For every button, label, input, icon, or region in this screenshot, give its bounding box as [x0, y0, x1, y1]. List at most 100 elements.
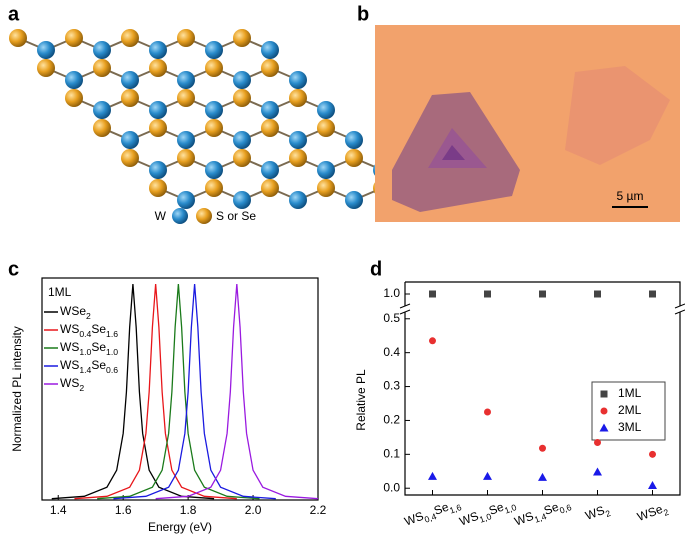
atom-w — [233, 71, 251, 89]
marker — [483, 471, 492, 480]
atom-w — [233, 131, 251, 149]
marker — [538, 472, 547, 481]
atom-w — [149, 161, 167, 179]
atom-s — [93, 59, 111, 77]
legend-w-atom — [172, 208, 188, 224]
y-tick-label: 0.3 — [383, 379, 400, 393]
atom-w — [317, 101, 335, 119]
panel-label: d — [370, 258, 382, 280]
flake-bilayer — [428, 128, 487, 168]
atom-w — [289, 131, 307, 149]
atom-w — [261, 161, 279, 179]
atom-s — [205, 179, 223, 197]
marker — [484, 408, 491, 416]
atom-s — [345, 149, 363, 167]
pl-curve — [74, 283, 237, 500]
atom-s — [149, 119, 167, 137]
atom-w — [205, 101, 223, 119]
atom-w — [261, 41, 279, 59]
marker — [429, 290, 436, 298]
x-tick-label: 2.0 — [245, 503, 262, 517]
atom-w — [177, 191, 195, 209]
atom-w — [233, 191, 251, 209]
y-axis-label: Relative PL — [354, 369, 368, 431]
atom-s — [233, 89, 251, 107]
panel-label: b — [357, 3, 369, 25]
atom-s — [121, 149, 139, 167]
marker — [649, 450, 656, 458]
atom-w — [93, 41, 111, 59]
pl-curve — [155, 283, 319, 500]
legend-label: WSe2 — [60, 304, 91, 321]
legend-label: WS1.4Se0.6 — [60, 358, 118, 375]
atom-w — [289, 71, 307, 89]
atom-w — [289, 191, 307, 209]
marker — [593, 467, 602, 476]
y-tick-label: 0.1 — [383, 447, 400, 461]
axis-break — [399, 309, 411, 315]
panel-label: c — [8, 258, 19, 280]
atom-s — [317, 179, 335, 197]
y-axis-label: Normalized PL intensity — [10, 326, 24, 452]
x-tick-label: 1.4 — [50, 503, 67, 517]
atom-s — [205, 59, 223, 77]
flake-trilayer — [442, 145, 465, 160]
atom-s — [121, 29, 139, 47]
marker — [649, 290, 656, 298]
atom-s — [9, 29, 27, 47]
atom-s — [289, 89, 307, 107]
atom-w — [205, 41, 223, 59]
marker — [594, 290, 601, 298]
atom-s — [93, 119, 111, 137]
atom-w — [121, 71, 139, 89]
scale-bar-label: 5 µm — [617, 189, 644, 203]
atom-s — [317, 119, 335, 137]
atom-s — [121, 89, 139, 107]
legend-label: S or Se — [216, 209, 256, 223]
legend-label: WS2 — [60, 376, 84, 393]
atom-s — [65, 29, 83, 47]
marker — [648, 481, 657, 490]
pl-curve — [113, 283, 276, 500]
legend-title: 1ML — [48, 285, 72, 299]
atom-w — [205, 161, 223, 179]
lattice — [9, 29, 419, 209]
atom-s — [261, 179, 279, 197]
x-tick-label: WS1,4Se0,6 — [513, 496, 574, 532]
y-tick-label: 1.0 — [383, 286, 400, 300]
atom-w — [37, 41, 55, 59]
x-tick-label: 1.8 — [180, 503, 197, 517]
atom-w — [177, 71, 195, 89]
atom-s — [149, 179, 167, 197]
legend-marker — [600, 407, 608, 415]
marker — [429, 337, 436, 345]
x-tick-label: 2.2 — [310, 503, 327, 517]
atom-s — [205, 119, 223, 137]
atom-w — [261, 101, 279, 119]
atom-s — [289, 149, 307, 167]
legend-label: 3ML — [618, 420, 642, 434]
atom-w — [93, 101, 111, 119]
x-tick-label: WS1,0Se1,0 — [458, 496, 519, 532]
legend-marker — [600, 390, 608, 398]
y-tick-label: 0.0 — [383, 480, 400, 494]
x-tick-label: WSe2 — [635, 500, 670, 527]
y-tick-label: 0.2 — [383, 413, 400, 427]
atom-s — [177, 29, 195, 47]
axis-break — [399, 303, 411, 309]
atom-w — [149, 101, 167, 119]
atom-s — [177, 149, 195, 167]
legend-label: 2ML — [618, 403, 642, 417]
legend-marker — [599, 423, 609, 432]
atom-s — [261, 119, 279, 137]
atom-s — [65, 89, 83, 107]
atom-w — [121, 131, 139, 149]
atom-s — [233, 29, 251, 47]
atom-w — [177, 131, 195, 149]
legend-label: WS0.4Se1.6 — [60, 322, 118, 339]
axis-break — [674, 303, 685, 309]
x-tick-label: 1.6 — [115, 503, 132, 517]
atom-s — [233, 149, 251, 167]
atom-w — [149, 41, 167, 59]
